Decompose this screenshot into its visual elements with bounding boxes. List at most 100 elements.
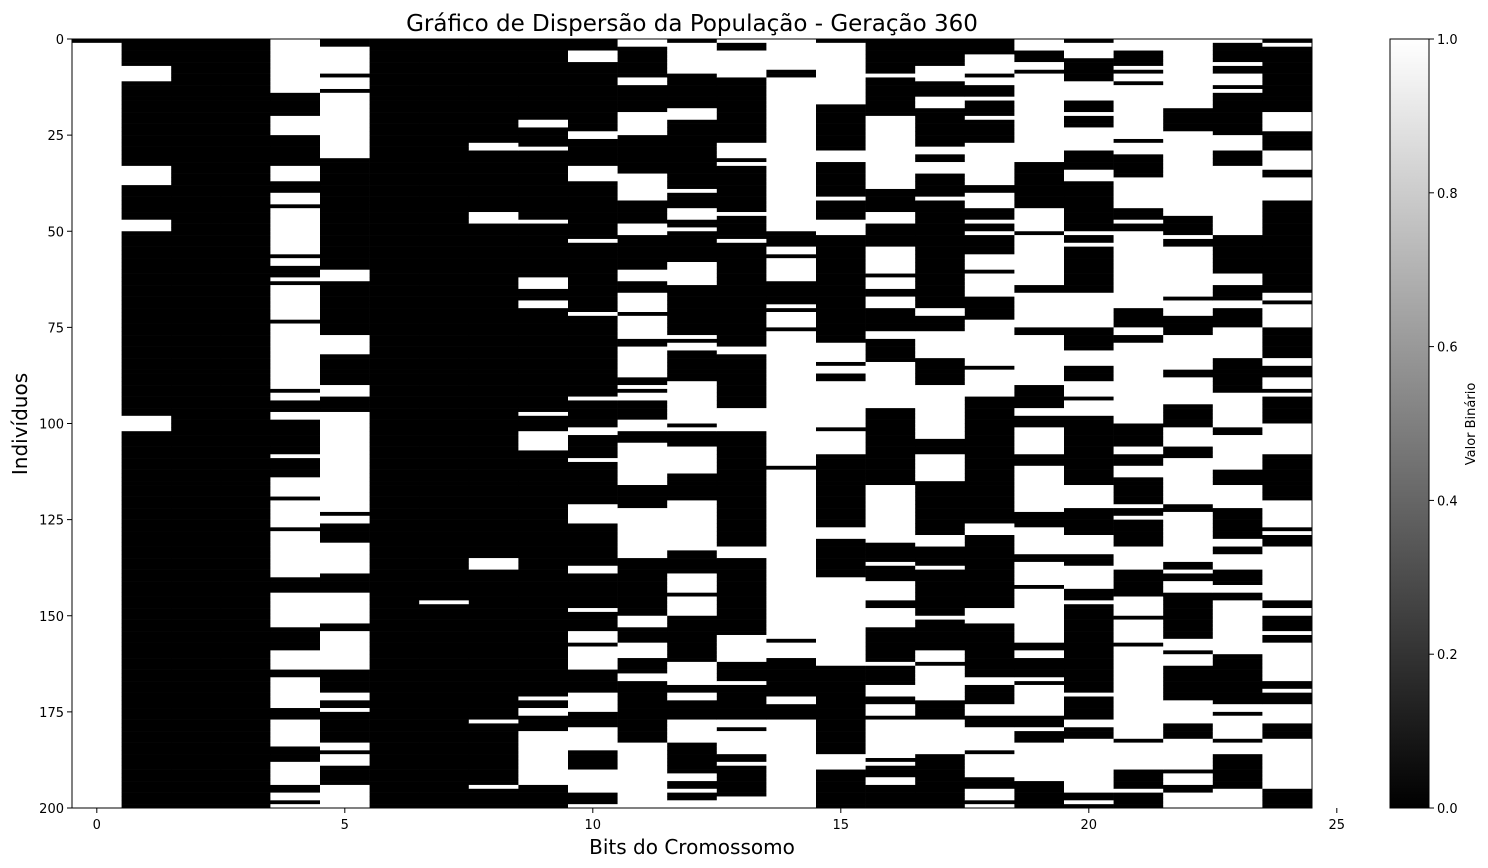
heatmap-cell bbox=[518, 181, 569, 186]
heatmap-cell bbox=[716, 577, 767, 582]
heatmap-cell bbox=[667, 104, 718, 109]
heatmap-cell bbox=[1262, 108, 1313, 113]
heatmap-cell bbox=[369, 396, 420, 401]
heatmap-cell bbox=[617, 773, 668, 778]
heatmap-cell bbox=[419, 77, 470, 82]
heatmap-cell bbox=[220, 88, 271, 94]
heatmap-cell bbox=[716, 488, 767, 494]
heatmap-cell bbox=[667, 154, 718, 159]
heatmap-cell bbox=[72, 638, 122, 643]
heatmap-cell bbox=[171, 419, 222, 424]
heatmap-cell bbox=[1014, 215, 1065, 221]
heatmap-cell bbox=[270, 565, 321, 570]
heatmap-cell bbox=[320, 634, 370, 640]
heatmap-cell bbox=[72, 581, 122, 586]
heatmap-cell bbox=[72, 765, 122, 770]
heatmap-cell bbox=[468, 219, 519, 224]
heatmap-cell bbox=[419, 181, 470, 186]
heatmap-cell bbox=[171, 488, 222, 494]
heatmap-cell bbox=[320, 577, 370, 582]
heatmap-cell bbox=[1212, 665, 1263, 670]
heatmap-cell bbox=[121, 112, 172, 117]
heatmap-cell bbox=[766, 615, 817, 620]
heatmap-cell bbox=[1014, 631, 1065, 636]
heatmap-cell bbox=[1262, 746, 1313, 751]
heatmap-cell bbox=[865, 54, 916, 59]
heatmap-cell bbox=[419, 146, 470, 151]
heatmap-cell bbox=[468, 750, 519, 755]
heatmap-cell bbox=[1113, 131, 1164, 136]
heatmap-cell bbox=[320, 331, 370, 336]
heatmap-cell bbox=[369, 781, 420, 786]
heatmap-cell bbox=[320, 88, 370, 94]
heatmap-cell bbox=[1212, 62, 1263, 67]
heatmap-cell bbox=[72, 81, 122, 86]
heatmap-cell bbox=[667, 442, 718, 447]
heatmap-cell bbox=[171, 758, 222, 763]
heatmap-cell bbox=[1064, 700, 1114, 705]
heatmap-cell bbox=[964, 304, 1015, 309]
heatmap-cell bbox=[1212, 242, 1263, 247]
heatmap-cell bbox=[1064, 758, 1114, 763]
heatmap-cell bbox=[1212, 381, 1263, 386]
heatmap-cell bbox=[1113, 608, 1164, 613]
heatmap-cell bbox=[1113, 438, 1164, 444]
heatmap-cell bbox=[716, 669, 767, 674]
heatmap-cell bbox=[220, 638, 271, 643]
heatmap-cell bbox=[121, 223, 172, 228]
heatmap-cell bbox=[419, 704, 470, 709]
heatmap-cell bbox=[617, 458, 668, 463]
heatmap-cell bbox=[320, 627, 370, 632]
heatmap-cell bbox=[369, 788, 420, 793]
heatmap-cell bbox=[1163, 308, 1214, 313]
heatmap-cell bbox=[468, 158, 519, 163]
heatmap-cell bbox=[1064, 565, 1114, 570]
heatmap-cell bbox=[716, 192, 767, 197]
heatmap-cell bbox=[320, 508, 370, 513]
heatmap-cell bbox=[1163, 104, 1214, 109]
heatmap-cell bbox=[468, 273, 519, 278]
heatmap-cell bbox=[766, 488, 817, 494]
heatmap-cell bbox=[518, 165, 569, 171]
heatmap-cell bbox=[1014, 573, 1065, 578]
heatmap-cell bbox=[72, 523, 122, 528]
heatmap-cell bbox=[369, 646, 420, 651]
heatmap-cell bbox=[171, 119, 222, 124]
heatmap-cell bbox=[667, 235, 718, 240]
heatmap-cell bbox=[865, 131, 916, 136]
heatmap-cell bbox=[766, 165, 817, 171]
heatmap-cell bbox=[816, 577, 866, 582]
heatmap-cell bbox=[320, 411, 370, 417]
heatmap-cell bbox=[865, 461, 916, 467]
heatmap-cell bbox=[468, 442, 519, 447]
heatmap-cell bbox=[270, 169, 321, 174]
heatmap-cell bbox=[1212, 135, 1263, 140]
heatmap-cell bbox=[419, 661, 470, 667]
heatmap-cell bbox=[1113, 588, 1164, 593]
heatmap-cell bbox=[171, 604, 222, 609]
heatmap-cell bbox=[766, 331, 817, 336]
heatmap-cell bbox=[915, 631, 966, 636]
heatmap-cell bbox=[171, 188, 222, 194]
heatmap-cell bbox=[369, 88, 420, 94]
heatmap-cell bbox=[667, 535, 718, 540]
heatmap-cell bbox=[320, 588, 370, 593]
heatmap-cell bbox=[716, 50, 767, 55]
heatmap-cell bbox=[1262, 250, 1313, 255]
heatmap-cell bbox=[518, 715, 569, 720]
heatmap-cell bbox=[171, 550, 222, 555]
heatmap-cell bbox=[419, 688, 470, 693]
heatmap-cell bbox=[419, 262, 470, 267]
heatmap-cell bbox=[1262, 719, 1313, 724]
heatmap-cell bbox=[865, 258, 916, 263]
heatmap-cell bbox=[915, 85, 966, 90]
heatmap-cell bbox=[270, 188, 321, 194]
heatmap-cell bbox=[270, 515, 321, 520]
heatmap-cell bbox=[1262, 169, 1313, 174]
heatmap-cell bbox=[121, 288, 172, 294]
heatmap-cell bbox=[766, 135, 817, 140]
heatmap-cell bbox=[766, 119, 817, 124]
heatmap-cell bbox=[468, 519, 519, 524]
heatmap-cell bbox=[369, 711, 420, 717]
heatmap-cell bbox=[964, 200, 1015, 205]
